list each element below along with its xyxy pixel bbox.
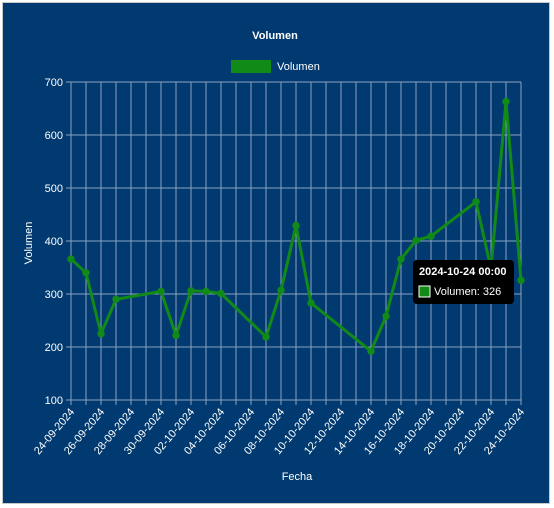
data-point[interactable] xyxy=(367,347,375,355)
data-point[interactable] xyxy=(382,312,390,320)
data-points xyxy=(67,97,525,355)
data-point[interactable] xyxy=(217,289,225,298)
grid-lines xyxy=(66,81,522,405)
y-tick-label: 600 xyxy=(45,130,63,142)
data-point[interactable] xyxy=(292,221,300,230)
volume-line-chart: 100 200 300 400 500 600 700 24-09-202426-09-20… xyxy=(23,30,527,483)
data-point[interactable] xyxy=(157,287,165,296)
y-axis-title: Volumen xyxy=(23,222,35,265)
y-tick-label: 100 xyxy=(45,395,63,407)
tooltip-box xyxy=(413,260,514,304)
data-point[interactable] xyxy=(397,255,405,263)
data-point[interactable] xyxy=(517,276,525,284)
legend[interactable]: Volumen xyxy=(231,60,320,73)
data-point[interactable] xyxy=(427,232,435,240)
data-point[interactable] xyxy=(172,331,180,340)
y-tick-label: 300 xyxy=(45,289,63,301)
legend-swatch xyxy=(231,60,271,73)
data-point[interactable] xyxy=(262,333,270,341)
data-point[interactable] xyxy=(412,236,420,245)
data-point[interactable] xyxy=(307,299,315,307)
x-axis-title: Fecha xyxy=(282,471,313,483)
y-tick-label: 500 xyxy=(45,183,63,195)
chart-panel: 100 200 300 400 500 600 700 24-09-2024 26-09-20… xyxy=(2,2,550,504)
data-point[interactable] xyxy=(82,269,90,277)
y-tick-label: 700 xyxy=(45,77,63,89)
y-tick-label: 200 xyxy=(45,342,63,354)
data-point[interactable] xyxy=(202,287,210,296)
data-point[interactable] xyxy=(502,97,510,106)
y-axis-ticks: 100 200 300 400 500 600 700 xyxy=(45,77,63,407)
tooltip-swatch xyxy=(418,285,431,298)
data-point[interactable] xyxy=(472,198,480,206)
data-point[interactable] xyxy=(277,286,285,294)
tooltip-label: Volumen: 326 xyxy=(434,286,501,298)
data-point[interactable] xyxy=(67,255,75,263)
chart-title: Volumen xyxy=(252,30,298,42)
data-point[interactable] xyxy=(97,330,105,338)
tooltip: 2024-10-24 00:00 Volumen: 326 xyxy=(413,260,514,304)
legend-label: Volumen xyxy=(277,61,320,73)
y-tick-label: 400 xyxy=(45,236,63,248)
series-line-volumen xyxy=(69,100,523,353)
data-point[interactable] xyxy=(187,287,195,295)
data-point[interactable] xyxy=(112,295,120,303)
x-axis-ticks: 24-09-202426-09-202428-09-202430-09-2024… xyxy=(32,406,527,457)
tooltip-title: 2024-10-24 00:00 xyxy=(419,266,506,278)
